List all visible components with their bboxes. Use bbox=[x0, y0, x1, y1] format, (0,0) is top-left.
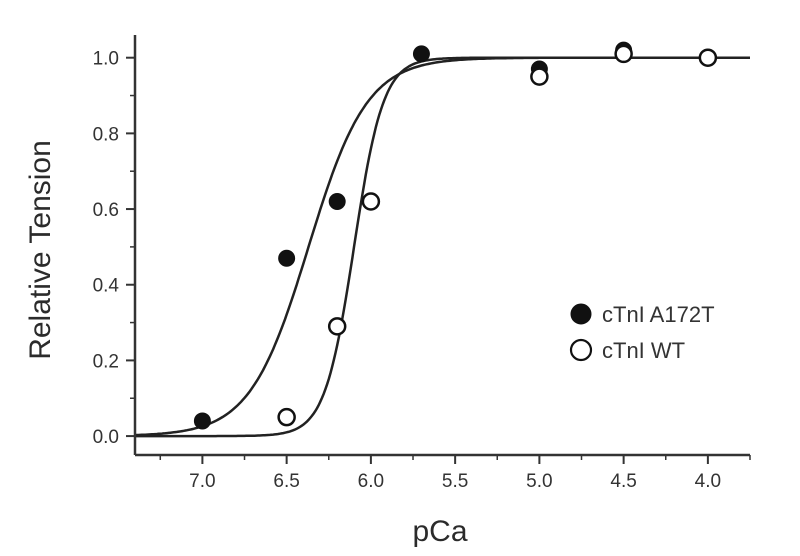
x-tick-label: 4.5 bbox=[610, 471, 636, 492]
legend-entry-label: cTnI WT bbox=[602, 338, 685, 363]
y-tick-label: 1.0 bbox=[93, 49, 119, 70]
x-tick-label: 6.0 bbox=[358, 471, 384, 492]
data-point-a172t bbox=[328, 192, 346, 210]
x-tick-label: 7.0 bbox=[189, 471, 215, 492]
data-point-wt bbox=[277, 407, 296, 427]
legend-entry-label: cTnI A172T bbox=[602, 302, 715, 327]
fit-curves bbox=[134, 56, 750, 438]
data-point-a172t bbox=[412, 45, 430, 63]
data-point-wt bbox=[614, 44, 633, 64]
y-tick-label: 0.8 bbox=[93, 124, 119, 145]
data-point-a172t bbox=[278, 249, 296, 267]
data-point-wt bbox=[361, 192, 381, 211]
x-tick-label: 5.0 bbox=[526, 471, 552, 492]
fit-curve bbox=[135, 56, 750, 438]
x-axis-label: pCa bbox=[412, 515, 467, 548]
axes: 7.0 6.5 6.0 5.5 5.0 4.5 4.0 0.0 0.2 0.4 0.6 0.8 1.0 bbox=[93, 35, 751, 492]
y-axis-label: Relative Tension bbox=[24, 140, 57, 360]
y-tick-label: 0.6 bbox=[93, 200, 119, 221]
data-points bbox=[193, 41, 718, 430]
fit-curve bbox=[134, 56, 750, 437]
data-point-wt bbox=[698, 48, 718, 67]
legend-marker bbox=[569, 338, 593, 362]
x-tick-label: 5.5 bbox=[442, 471, 468, 492]
legend: cTnI A172T cTnI WT bbox=[569, 302, 715, 363]
x-tick-label: 6.5 bbox=[273, 471, 299, 492]
data-point-wt bbox=[327, 317, 347, 336]
x-tick-label: 4.0 bbox=[695, 471, 721, 492]
data-point-a172t bbox=[193, 412, 211, 430]
y-tick-label: 0.0 bbox=[93, 427, 119, 448]
data-point-wt bbox=[530, 67, 549, 86]
legend-marker bbox=[570, 303, 592, 325]
y-tick-label: 0.2 bbox=[93, 351, 119, 372]
y-tick-label: 0.4 bbox=[93, 276, 120, 297]
